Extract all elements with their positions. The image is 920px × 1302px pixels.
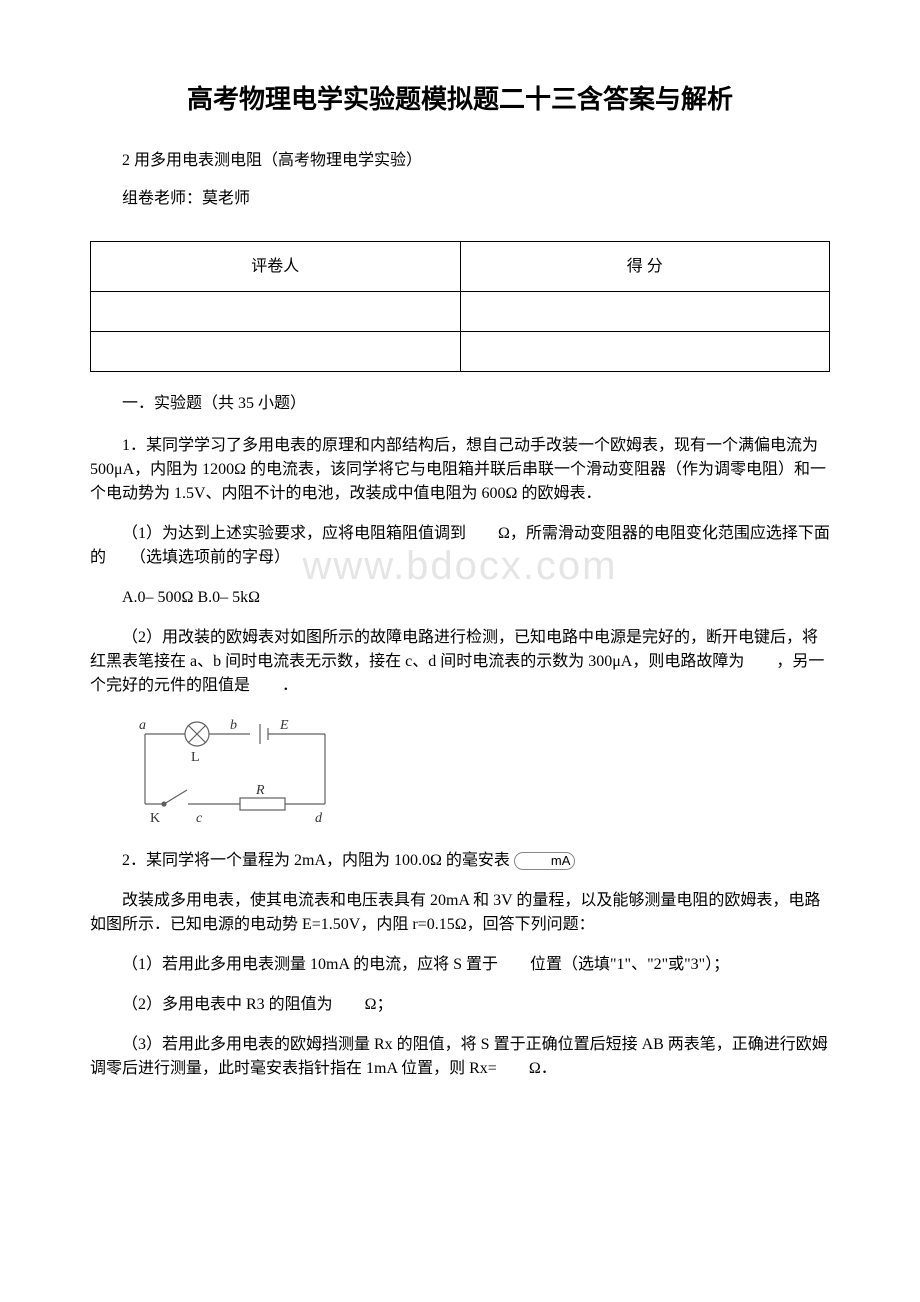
table-cell-grader <box>91 292 461 332</box>
diagram-label-E: E <box>279 718 289 733</box>
q2-intro-text: 2．某同学将一个量程为 2mA，内阻为 100.0Ω 的毫安表 <box>122 852 510 869</box>
q2-intro: 2．某同学将一个量程为 2mA，内阻为 100.0Ω 的毫安表 mA <box>90 849 830 873</box>
q1-paragraph-2: （1）为达到上述实验要求，应将电阻箱阻值调到 Ω，所需滑动变阻器的电阻变化范围应… <box>90 522 830 570</box>
section-heading: 一．实验题（共 35 小题） <box>90 392 830 416</box>
score-table: 评卷人 得 分 <box>90 241 830 372</box>
q2-paragraph-1: 改装成多用电表，使其电流表和电压表具有 20mA 和 3V 的量程，以及能够测量… <box>90 889 830 937</box>
table-cell-score2 <box>460 332 830 372</box>
page-title: 高考物理电学实验题模拟题二十三含答案与解析 <box>90 80 830 119</box>
diagram-label-K: K <box>150 811 160 826</box>
q2-paragraph-3: （2）多用电表中 R3 的阻值为 Ω； <box>90 993 830 1017</box>
circuit-diagram: a b E L K c R d <box>130 714 340 829</box>
table-header-grader: 评卷人 <box>91 242 461 292</box>
diagram-label-c: c <box>196 811 203 826</box>
diagram-label-d: d <box>315 811 323 826</box>
diagram-label-a: a <box>139 718 146 733</box>
author-line: 组卷老师：莫老师 <box>90 187 830 211</box>
diagram-label-L: L <box>191 750 200 765</box>
diagram-label-R: R <box>255 783 265 798</box>
q1-options: A.0– 500Ω B.0– 5kΩ <box>90 586 830 610</box>
table-header-score: 得 分 <box>460 242 830 292</box>
diagram-label-b: b <box>230 718 237 733</box>
q2-paragraph-2: （1）若用此多用电表测量 10mA 的电流，应将 S 置于 位置（选填"1"、"… <box>90 953 830 977</box>
q1-paragraph-3: （2）用改装的欧姆表对如图所示的故障电路进行检测，已知电路中电源是完好的，断开电… <box>90 626 830 698</box>
q2-paragraph-4: （3）若用此多用电表的欧姆挡测量 Rx 的阻值，将 S 置于正确位置后短接 AB… <box>90 1033 830 1081</box>
q1-paragraph-1: 1．某同学学习了多用电表的原理和内部结构后，想自己动手改装一个欧姆表，现有一个满… <box>90 434 830 506</box>
subtitle: 2 用多用电表测电阻（高考物理电学实验） <box>90 149 830 173</box>
ma-symbol-icon: mA <box>514 852 576 870</box>
table-cell-grader2 <box>91 332 461 372</box>
table-cell-score <box>460 292 830 332</box>
